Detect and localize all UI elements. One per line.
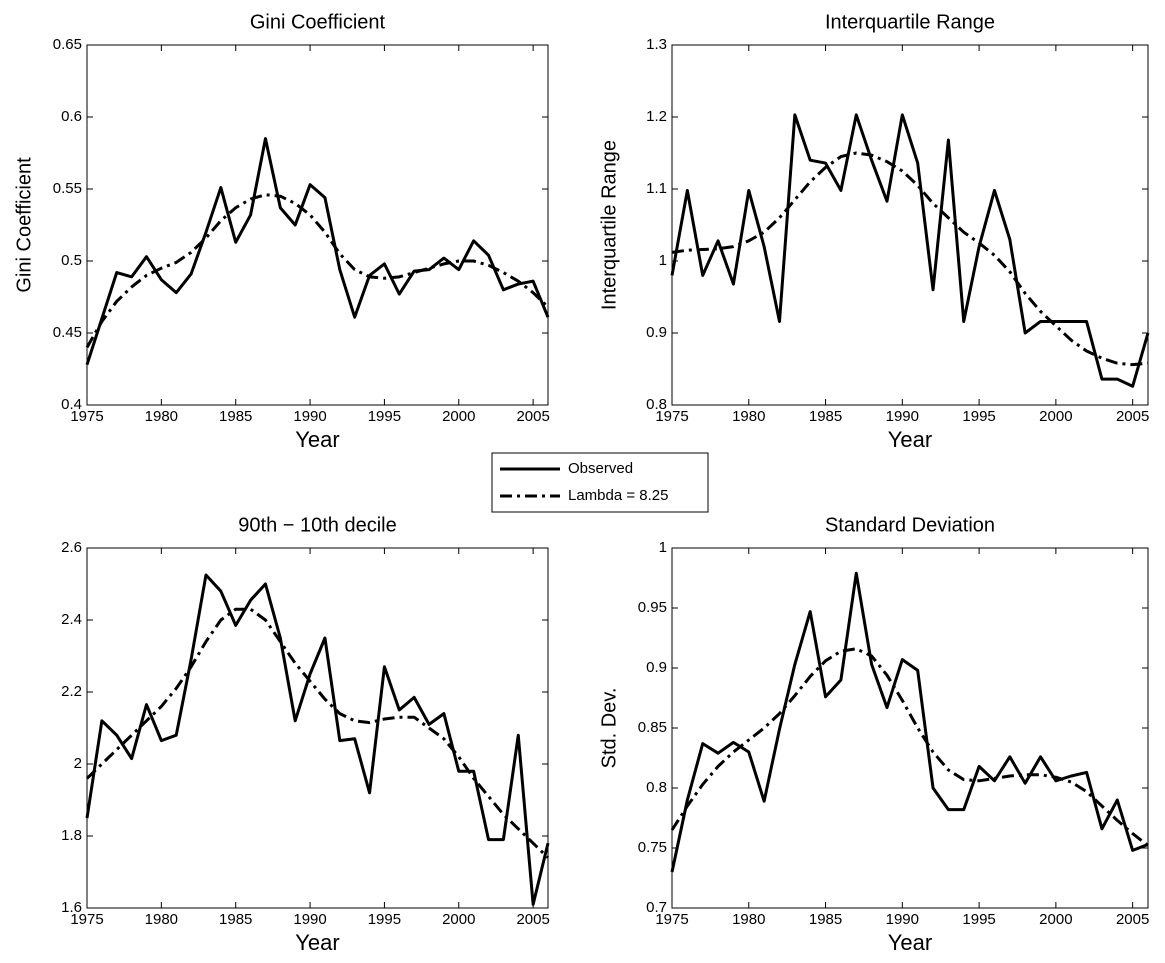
x-tick-label: 2000	[442, 911, 475, 928]
plot-area	[671, 44, 1149, 406]
series-line	[85, 137, 550, 366]
x-tick-label: 1985	[809, 911, 842, 928]
y-axis-label: Interquartile Range	[598, 140, 620, 310]
y-tick-label: 1	[659, 252, 667, 269]
x-tick-label: 2000	[442, 408, 475, 425]
y-tick-label: 2.4	[61, 611, 82, 628]
y-tick-label: 2	[74, 755, 82, 772]
y-tick-label: 2.6	[61, 539, 82, 556]
x-axis-label: Year	[888, 930, 932, 955]
x-tick-label: 2000	[1039, 911, 1072, 928]
y-axis-label: Gini Coefficient	[13, 157, 35, 293]
y-tick-label: 1	[659, 539, 667, 556]
x-tick-label: 1995	[368, 911, 401, 928]
y-axis-label: Std. Dev.	[598, 688, 620, 769]
x-tick-label: 1990	[886, 911, 919, 928]
x-tick-label: 1990	[886, 408, 919, 425]
y-tick-label: 0.95	[638, 599, 667, 616]
x-tick-label: 2005	[516, 911, 549, 928]
x-tick-label: 1985	[219, 408, 252, 425]
plot-area	[86, 547, 549, 909]
series-line	[671, 151, 1149, 367]
x-tick-label: 1980	[732, 911, 765, 928]
y-tick-label: 0.9	[646, 659, 667, 676]
y-tick-label: 0.4	[61, 396, 82, 413]
y-tick-label: 0.55	[53, 180, 82, 197]
legend-box	[491, 452, 709, 513]
plot-area	[671, 547, 1149, 909]
y-tick-label: 1.2	[646, 108, 667, 125]
chart-title: Gini Coefficient	[250, 11, 386, 33]
y-tick-label: 0.8	[646, 396, 667, 413]
x-axis-label: Year	[295, 930, 339, 955]
chart-title: Standard Deviation	[825, 514, 995, 536]
x-tick-label: 1990	[293, 408, 326, 425]
series-line	[670, 571, 1149, 873]
y-tick-label: 0.6	[61, 108, 82, 125]
x-tick-label: 2000	[1039, 408, 1072, 425]
y-tick-label: 2.2	[61, 683, 82, 700]
x-tick-label: 2005	[516, 408, 549, 425]
y-tick-label: 0.85	[638, 719, 667, 736]
x-tick-label: 1980	[145, 408, 178, 425]
y-tick-label: 1.8	[61, 827, 82, 844]
x-tick-label: 1995	[962, 911, 995, 928]
series-line	[670, 647, 1149, 847]
x-tick-label: 1975	[70, 408, 103, 425]
chart-title: Interquartile Range	[825, 11, 995, 33]
y-tick-label: 0.45	[53, 324, 82, 341]
x-tick-label: 1975	[70, 911, 103, 928]
x-axis-label: Year	[295, 427, 339, 452]
x-tick-label: 1985	[809, 408, 842, 425]
x-axis-label: Year	[888, 427, 932, 452]
x-tick-label: 1975	[655, 408, 688, 425]
y-tick-label: 1.6	[61, 899, 82, 916]
y-tick-label: 0.65	[53, 36, 82, 53]
y-tick-label: 0.75	[638, 839, 667, 856]
y-tick-label: 1.1	[646, 180, 667, 197]
y-tick-label: 1.3	[646, 36, 667, 53]
x-tick-label: 1995	[962, 408, 995, 425]
series-line	[670, 113, 1150, 388]
x-tick-label: 2005	[1116, 408, 1149, 425]
x-tick-label: 2005	[1116, 911, 1149, 928]
legend-label: Observed	[568, 460, 633, 477]
x-tick-label: 1980	[145, 911, 178, 928]
y-tick-label: 0.8	[646, 779, 667, 796]
series-line	[85, 573, 550, 906]
y-tick-label: 0.9	[646, 324, 667, 341]
x-tick-label: 1975	[655, 911, 688, 928]
y-tick-label: 0.7	[646, 899, 667, 916]
series-line	[85, 607, 550, 859]
chart-title: 90th − 10th decile	[238, 514, 396, 536]
legend-label: Lambda = 8.25	[568, 487, 669, 504]
series-line	[85, 193, 550, 349]
y-tick-label: 0.5	[61, 252, 82, 269]
x-tick-label: 1990	[293, 911, 326, 928]
x-tick-label: 1980	[732, 408, 765, 425]
x-tick-label: 1985	[219, 911, 252, 928]
x-tick-label: 1995	[368, 408, 401, 425]
